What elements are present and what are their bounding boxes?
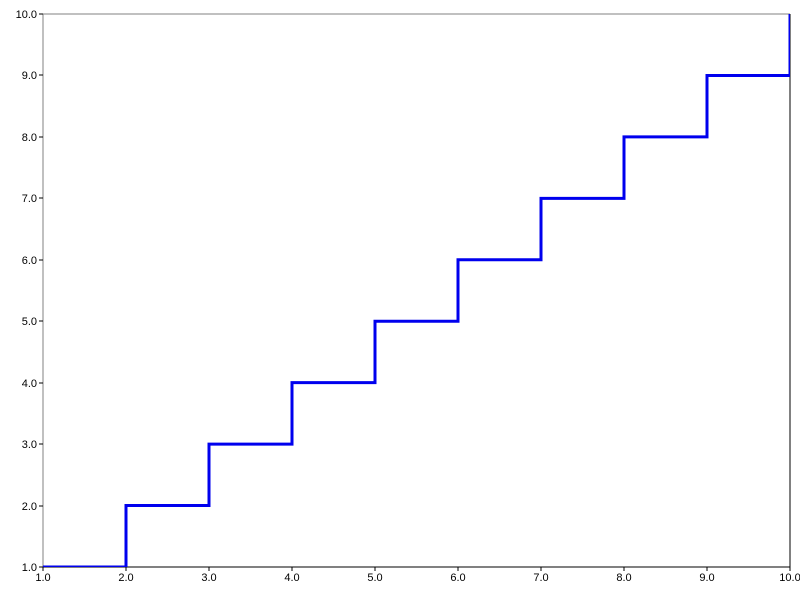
y-tick-label: 7.0 xyxy=(22,193,37,205)
x-tick-label: 4.0 xyxy=(284,572,299,584)
y-tick-label: 2.0 xyxy=(22,501,37,513)
x-tick-label: 7.0 xyxy=(533,572,548,584)
x-tick-label: 1.0 xyxy=(35,572,50,584)
y-tick-label: 5.0 xyxy=(22,316,37,328)
y-tick-label: 1.0 xyxy=(22,562,37,574)
y-tick-label: 9.0 xyxy=(22,70,37,82)
x-tick-label: 6.0 xyxy=(450,572,465,584)
x-tick-label: 5.0 xyxy=(367,572,382,584)
x-tick-label: 8.0 xyxy=(616,572,631,584)
y-tick-label: 10.0 xyxy=(16,9,37,21)
y-tick-label: 3.0 xyxy=(22,439,37,451)
y-tick-label: 8.0 xyxy=(22,132,37,144)
x-tick-label: 3.0 xyxy=(201,572,216,584)
x-tick-label: 2.0 xyxy=(118,572,133,584)
x-tick-label: 10.0 xyxy=(779,572,800,584)
step-line-series xyxy=(43,14,790,567)
y-tick-label: 6.0 xyxy=(22,255,37,267)
x-tick-label: 9.0 xyxy=(699,572,714,584)
y-tick-label: 4.0 xyxy=(22,378,37,390)
